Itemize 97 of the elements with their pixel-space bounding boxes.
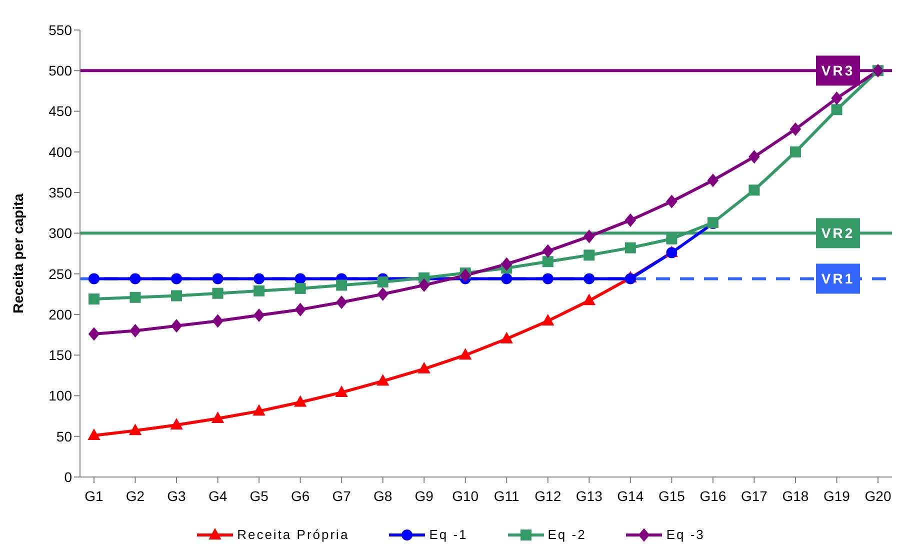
x-tick-label: G15 [658, 488, 686, 504]
x-tick-label: G16 [700, 488, 726, 504]
x-tick-label: G7 [332, 488, 352, 504]
point [542, 244, 554, 258]
point [748, 150, 760, 164]
point [212, 288, 224, 299]
point [88, 294, 100, 305]
point [624, 214, 636, 227]
x-tick-label: G10 [452, 488, 479, 504]
point [748, 184, 760, 196]
point [294, 396, 306, 407]
x-tick-label: G17 [740, 488, 768, 504]
y-tick-label: 450 [48, 103, 72, 120]
ref-line-label: VR1 [821, 270, 855, 287]
point [377, 276, 388, 288]
point [584, 250, 595, 261]
point [336, 386, 348, 397]
x-tick-label: G19 [824, 488, 850, 504]
x-tick-label: G1 [84, 488, 104, 504]
x-tick-label: G5 [250, 488, 269, 504]
point [171, 273, 182, 284]
legend-label: Receita Própria [237, 527, 350, 542]
point [377, 288, 388, 301]
point [500, 332, 513, 344]
point [501, 258, 512, 271]
point [542, 256, 554, 268]
point [542, 314, 554, 326]
point [88, 273, 100, 284]
y-axis-title: Receita per capita [10, 193, 26, 314]
point [666, 233, 678, 244]
y-tick-label: 100 [48, 388, 72, 404]
point [170, 418, 183, 430]
x-tick-label: G18 [782, 488, 809, 504]
point [666, 194, 678, 208]
y-tick-label: 550 [48, 22, 72, 38]
point [253, 404, 266, 416]
point [88, 429, 100, 440]
point [542, 273, 554, 284]
point [583, 294, 596, 306]
point [790, 122, 801, 136]
point [501, 273, 512, 284]
point [254, 285, 265, 296]
y-tick-label: 50 [56, 428, 72, 444]
point [129, 424, 142, 436]
point [584, 273, 595, 284]
y-tick-label: 250 [48, 266, 72, 282]
y-tick-label: 200 [48, 306, 72, 322]
point [88, 327, 100, 340]
point [254, 308, 265, 322]
x-tick-label: G8 [374, 488, 392, 504]
x-tick-label: G20 [864, 488, 892, 504]
point [294, 303, 306, 316]
y-tick-label: 300 [48, 225, 72, 242]
x-tick-label: G12 [534, 488, 562, 504]
point [336, 296, 348, 309]
point [212, 412, 224, 423]
point [130, 292, 141, 303]
point [212, 273, 224, 284]
point [294, 282, 306, 294]
point [460, 268, 471, 282]
point [130, 273, 141, 284]
ref-line-label: VR3 [821, 62, 855, 79]
point [212, 314, 224, 328]
point [624, 242, 636, 254]
point [294, 273, 306, 284]
point [418, 362, 430, 374]
x-tick-label: G6 [290, 488, 310, 504]
point [376, 374, 389, 386]
point [790, 146, 801, 158]
y-tick-label: 400 [48, 144, 72, 160]
point [459, 348, 472, 360]
x-tick-label: G13 [576, 488, 603, 504]
y-tick-label: 0 [64, 468, 72, 485]
point [584, 230, 595, 243]
y-tick-label: 150 [48, 347, 72, 364]
x-tick-label: G2 [126, 488, 145, 504]
x-tick-label: G9 [414, 488, 434, 504]
legend-label: Eq -2 [548, 527, 586, 542]
point [171, 319, 182, 332]
point [831, 104, 842, 116]
point [254, 273, 265, 284]
x-tick-label: G3 [167, 488, 186, 504]
point [130, 324, 141, 338]
y-tick-label: 500 [48, 62, 72, 79]
point [171, 290, 182, 302]
legend-label: Eq -1 [429, 527, 468, 542]
point [707, 174, 718, 187]
x-tick-label: G4 [208, 488, 228, 504]
x-tick-label: G11 [494, 488, 520, 504]
ref-line-label: VR2 [821, 225, 855, 242]
legend-label: Eq -3 [666, 527, 705, 542]
y-tick-label: 350 [48, 184, 72, 201]
point [624, 273, 636, 284]
point [831, 92, 842, 105]
x-tick-label: G14 [617, 488, 644, 504]
point [418, 278, 430, 292]
point [336, 280, 348, 291]
